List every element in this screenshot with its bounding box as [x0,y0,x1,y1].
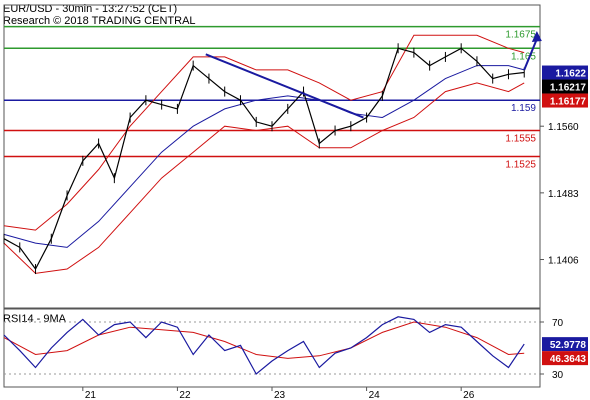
price-series [3,43,525,275]
x-tick-label-1: 22 [179,390,191,400]
support-resistance-levels: 1.1675 1.165 1.159 1.1555 1.1525 [4,25,540,171]
price-tick-label-2: 1.1560 [548,122,579,133]
rsi-tag-bg-0 [542,337,588,352]
rsi-ma-line [3,321,525,359]
x-axis-ticks: 21 22 23 24 26 [82,387,475,400]
trendline-group [205,53,364,119]
rsi-pane: RSI14 - 9MA 70 30 52.9778 46.3643 [3,308,588,388]
x-tick-label-3: 24 [369,390,381,400]
level-label-2: 1.159 [511,103,536,114]
rsi-tags: 52.9778 46.3643 [542,337,588,366]
level-label-0: 1.1675 [505,30,536,41]
bollinger-lower [3,82,525,274]
x-tick-label-4: 26 [463,390,475,400]
price-tag-bg-2 [542,93,588,108]
rsi-tag-bg-1 [542,351,588,366]
chart-subtitle: Research © 2018 TRADING CENTRAL [3,15,196,27]
bollinger-upper [3,34,525,231]
price-axis-ticks: 1.1406 1.1483 1.1560 [540,122,579,267]
rsi-axis-ticks: 70 30 [540,318,564,381]
price-pane: 1.1675 1.165 1.159 1.1555 1.1525 1.1406 1.148… [3,4,588,309]
trendline [205,53,364,119]
level-label-1: 1.165 [511,51,536,62]
price-tag-label-2: 1.16177 [550,97,587,108]
price-tag-bg-1 [542,79,588,94]
price-tag-bg-0 [542,65,588,80]
rsi-line [3,316,525,375]
forecast-arrow-shaft [523,38,538,71]
level-label-4: 1.1525 [505,160,536,171]
forecast-arrow-head [531,30,542,42]
price-tag-label-1: 1.16217 [550,83,587,94]
forecast-arrow-group [523,30,542,71]
rsi-levels [4,321,540,375]
ma-line [3,65,525,248]
x-tick-label-0: 21 [85,390,97,400]
price-line [3,47,525,271]
rsi-title: RSI14 - 9MA [3,313,67,325]
chart-title: EUR/USD - 30min - 13:27:52 (CET) [3,3,177,15]
rsi-tick-label-0: 70 [552,318,564,329]
rsi-series [3,316,525,375]
rsi-tick-label-1: 30 [552,370,564,381]
x-tick-label-2: 23 [274,390,286,400]
price-tick-label-1: 1.1483 [548,189,579,200]
moving-average [3,65,525,248]
rsi-tag-label-0: 52.9778 [550,340,587,351]
price-tags: 1.1622 1.16217 1.16177 [542,65,588,108]
bollinger-bands [3,34,525,274]
rsi-tag-label-1: 46.3643 [550,354,587,365]
price-tick-label-0: 1.1406 [548,256,579,267]
rsi-moving-average [3,321,525,359]
level-label-3: 1.1555 [505,134,536,145]
price-tag-label-0: 1.1622 [555,69,586,80]
